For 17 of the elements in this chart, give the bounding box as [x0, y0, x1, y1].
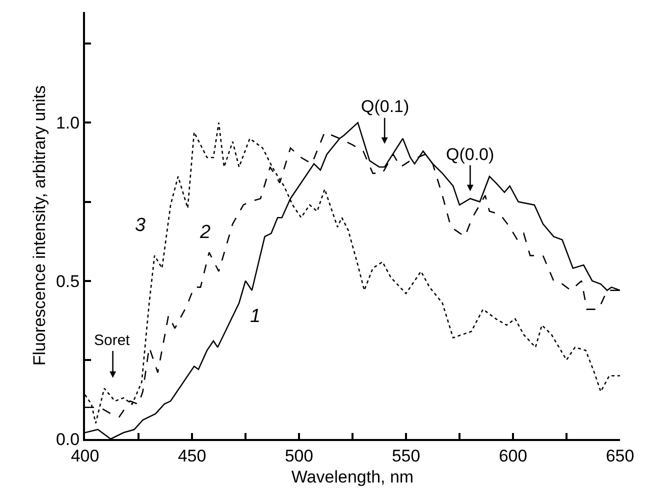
annotation: Soret: [94, 332, 131, 349]
y-tick-label: 0.5: [56, 272, 80, 291]
x-tick-label: 450: [178, 446, 206, 466]
series-label: 1: [250, 306, 261, 327]
annotation: Q(0.0): [446, 145, 494, 164]
x-tick-label: 500: [284, 446, 314, 466]
x-tick-label: 400: [70, 446, 100, 466]
y-axis-title: Fluorescence intensity, arbitrary units: [30, 85, 50, 366]
y-tick-label: 1.0: [56, 114, 80, 133]
series-label: 3: [135, 215, 146, 236]
x-tick-label: 650: [606, 446, 634, 466]
x-tick-label: 550: [392, 446, 420, 466]
x-tick-label: 600: [498, 446, 528, 466]
x-axis-title: Wavelength, nm: [291, 467, 414, 486]
y-tick-label: 0.0: [56, 430, 80, 449]
annotation: Q(0.1): [361, 97, 410, 116]
series-label: 2: [199, 222, 211, 243]
